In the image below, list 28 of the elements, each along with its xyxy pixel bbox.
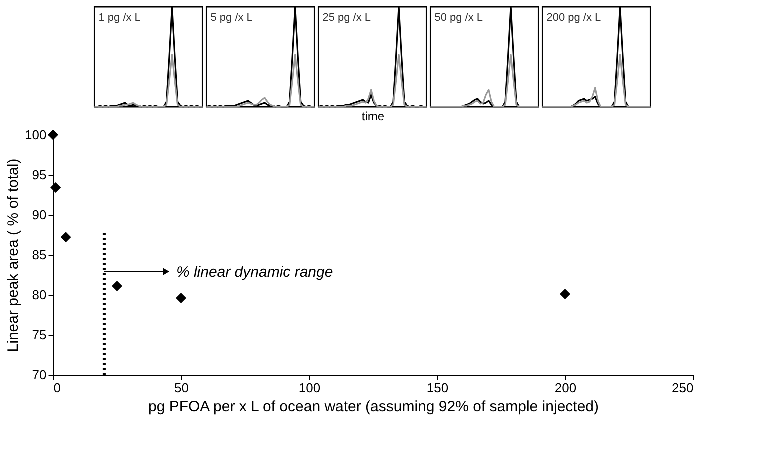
- y-axis-title: Linear peak area ( % of total): [5, 158, 22, 352]
- x-axis-title: time: [362, 110, 385, 124]
- point: [560, 288, 570, 300]
- y-tick-label: 85: [32, 248, 47, 262]
- point: [48, 130, 58, 140]
- annotation: 5 pg /x L: [210, 12, 253, 24]
- point: [50, 182, 62, 194]
- point: [176, 292, 186, 304]
- annotation: 200 pg /x L: [546, 12, 602, 24]
- annotation: 25 pg /x L: [322, 12, 372, 24]
- point: [60, 232, 72, 243]
- x-tick-label: 200: [554, 380, 577, 396]
- y-tick-label: 75: [32, 328, 47, 342]
- x-tick-label: 50: [174, 380, 189, 396]
- y-tick-label: 80: [32, 288, 47, 302]
- point: [112, 280, 122, 292]
- y-tick-label: 95: [32, 168, 47, 182]
- ref-line-label: % linear dynamic range: [176, 264, 334, 281]
- x-tick-label: 150: [426, 380, 449, 396]
- x-tick-label: 100: [298, 380, 321, 396]
- annotation: 1 pg /x L: [98, 12, 141, 24]
- y-tick-label: 100: [25, 128, 47, 142]
- x-axis-title: pg PFOA per x L of ocean water (assuming 92% of sample injected): [148, 398, 600, 416]
- x-tick-label: 0: [54, 380, 61, 396]
- x-tick-label: 250: [672, 380, 694, 396]
- y-tick-label: 70: [32, 368, 47, 382]
- y-tick-label: 90: [32, 208, 47, 222]
- annotation: 50 pg /x L: [434, 12, 484, 24]
